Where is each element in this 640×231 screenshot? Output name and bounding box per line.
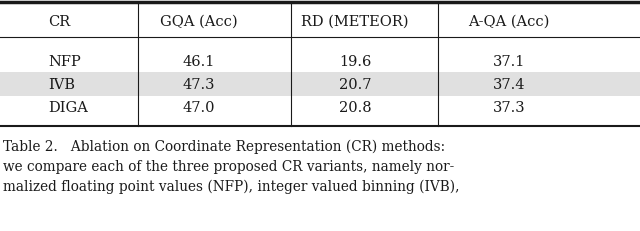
Text: RD (METEOR): RD (METEOR) — [301, 15, 409, 29]
Text: A-QA (Acc): A-QA (Acc) — [468, 15, 550, 29]
Bar — [0, 73, 640, 97]
Text: we compare each of the three proposed CR variants, namely nor-: we compare each of the three proposed CR… — [3, 159, 454, 173]
Text: GQA (Acc): GQA (Acc) — [159, 15, 237, 29]
Text: 37.4: 37.4 — [493, 78, 525, 92]
Text: Table 2.   Ablation on Coordinate Representation (CR) methods:: Table 2. Ablation on Coordinate Represen… — [3, 139, 445, 154]
Text: 47.0: 47.0 — [182, 100, 214, 115]
Text: NFP: NFP — [48, 55, 81, 69]
Text: IVB: IVB — [48, 78, 75, 92]
Text: 19.6: 19.6 — [339, 55, 371, 69]
Text: DIGA: DIGA — [48, 100, 88, 115]
Text: 20.8: 20.8 — [339, 100, 371, 115]
Text: 20.7: 20.7 — [339, 78, 371, 92]
Text: 37.1: 37.1 — [493, 55, 525, 69]
Text: 47.3: 47.3 — [182, 78, 214, 92]
Text: 46.1: 46.1 — [182, 55, 214, 69]
Text: CR: CR — [48, 15, 70, 29]
Text: 37.3: 37.3 — [493, 100, 525, 115]
Text: malized floating point values (NFP), integer valued binning (IVB),: malized floating point values (NFP), int… — [3, 179, 460, 193]
